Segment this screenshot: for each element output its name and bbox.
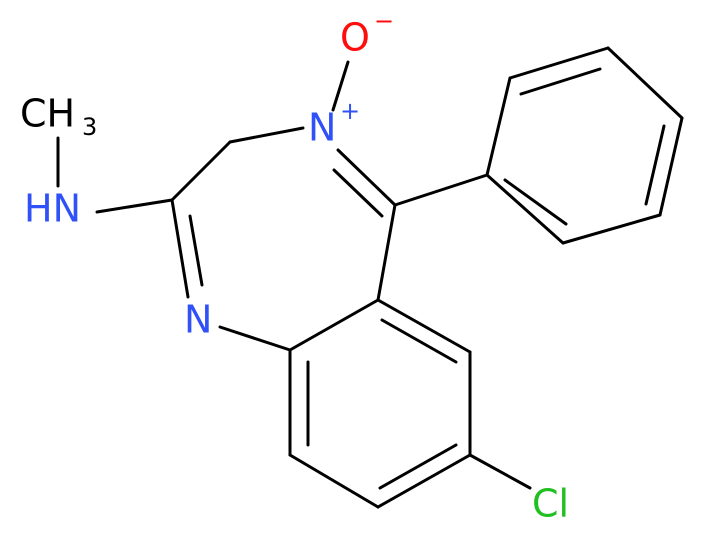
amine-label: HN — [24, 187, 81, 231]
oxygen-label: O — [340, 16, 370, 60]
bonds — [56, 46, 684, 509]
methyl-label: CH — [20, 92, 75, 136]
n-plus-label: N — [308, 106, 336, 150]
chlorine-label: Cl — [532, 482, 569, 526]
ring-n-label: N — [184, 298, 212, 342]
methyl-subscript: 3 — [82, 113, 97, 141]
n-plus-charge: + — [340, 97, 360, 125]
oxygen-charge: − — [374, 7, 394, 35]
